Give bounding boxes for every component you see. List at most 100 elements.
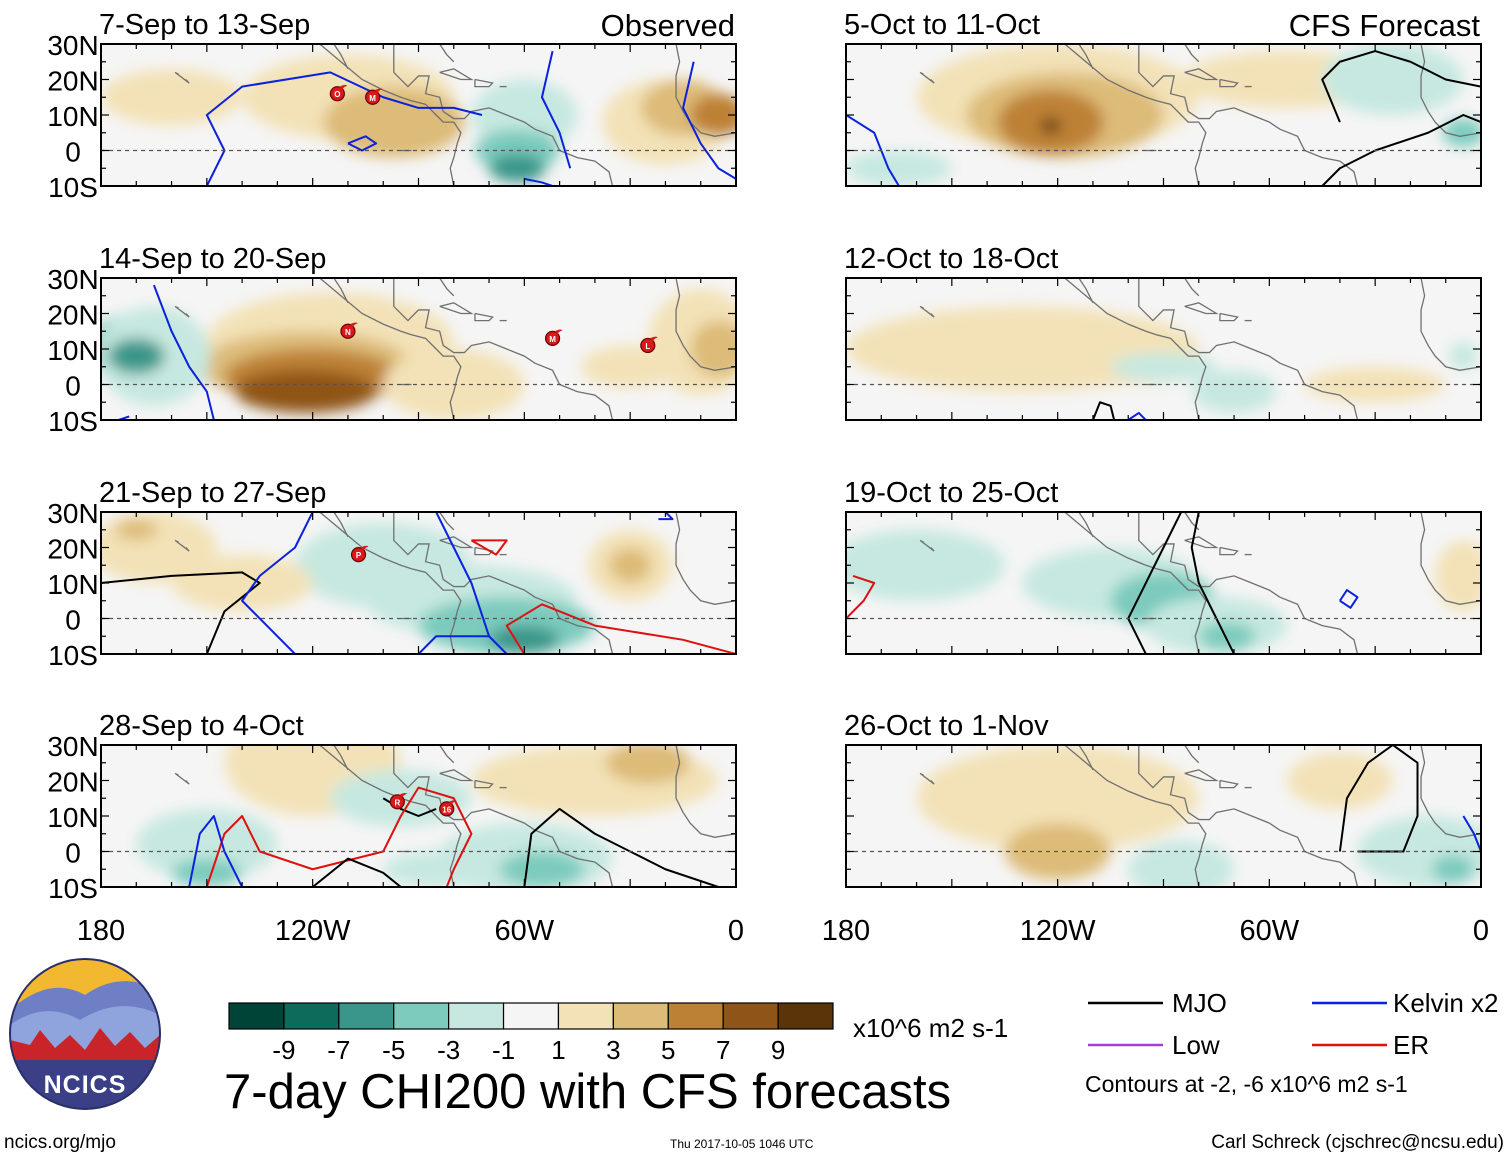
anomaly-blob	[489, 154, 546, 183]
storm-label: R	[394, 798, 400, 807]
anomaly-blob	[1128, 840, 1235, 887]
anomaly-blob	[1449, 341, 1478, 371]
anomaly-blob	[846, 150, 952, 186]
coastline	[1078, 278, 1094, 304]
coastlines	[174, 745, 736, 887]
anomaly-blob	[916, 745, 1199, 852]
storm-label: P	[356, 551, 362, 560]
coastline	[675, 512, 736, 605]
panel-period-label: 26-Oct to 1-Nov	[844, 710, 1049, 742]
contour-line	[470, 539, 508, 556]
coastline	[1184, 745, 1200, 764]
coastline	[319, 44, 462, 186]
anomaly-blob	[690, 320, 736, 378]
coastline	[319, 278, 462, 420]
anomaly-blob	[1191, 370, 1277, 413]
footer-author[interactable]: Carl Schreck (cjschrec@ncsu.edu)	[1211, 1132, 1504, 1153]
coastline	[333, 745, 349, 771]
storm-marker: R	[389, 793, 408, 810]
legend-item: ER	[1312, 1030, 1429, 1060]
coastline	[1064, 44, 1207, 186]
contour-line	[540, 50, 572, 169]
coastline	[1219, 78, 1239, 88]
coastline	[1219, 546, 1239, 556]
colorbar-label: 1	[551, 1035, 565, 1065]
colorbar-label: -5	[382, 1035, 405, 1065]
anomaly-blob	[1431, 855, 1474, 884]
contour-line	[505, 603, 736, 654]
coastlines	[919, 44, 1481, 186]
contour-line	[205, 786, 473, 887]
legend-label: Low	[1172, 1030, 1220, 1060]
anomaly-blob	[489, 625, 560, 654]
colorbar-label: -3	[437, 1035, 460, 1065]
coastline	[1420, 512, 1481, 605]
anomaly-blob	[136, 808, 278, 880]
lat-tick-label: 0	[65, 137, 81, 168]
coastline	[439, 278, 455, 297]
contour-line	[417, 635, 508, 654]
lon-tick-label: 60W	[495, 915, 555, 947]
colorbar-label: 7	[716, 1035, 730, 1065]
coastline	[1078, 512, 1094, 538]
logo-text: NCICS	[44, 1071, 127, 1099]
lat-tick-label: 0	[65, 371, 81, 402]
colorbar-label: -7	[327, 1035, 350, 1065]
contour-line	[1339, 589, 1359, 609]
footer-url[interactable]: ncics.org/mjo	[4, 1132, 116, 1153]
anomaly-blob	[171, 858, 243, 887]
footer-timestamp: Thu 2017-10-05 1046 UTC	[670, 1137, 814, 1151]
storm-label: O	[334, 90, 340, 99]
contour-line	[312, 857, 402, 887]
anomaly-blob	[1442, 118, 1481, 147]
lat-tick-label: 10N	[47, 802, 98, 833]
anomaly-blob	[1110, 352, 1217, 381]
chart-title: 7-day CHI200 with CFS forecasts	[224, 1065, 952, 1119]
contour-line	[1321, 114, 1481, 186]
coastline	[1184, 302, 1219, 315]
anomaly-blob	[690, 93, 736, 137]
contour-line	[188, 815, 244, 887]
colorbar-swatch	[777, 1002, 834, 1030]
ncics-logo[interactable]: NCICS	[9, 955, 161, 1110]
anomaly-blob	[609, 547, 652, 583]
coastline	[1138, 512, 1359, 654]
anomaly-blob	[499, 851, 585, 887]
storm-marker: N	[340, 322, 358, 339]
coastline	[439, 302, 474, 315]
coastline	[919, 71, 935, 84]
coastline	[393, 278, 614, 420]
lat-tick-label: 30N	[47, 264, 98, 295]
colorbar-label: 3	[606, 1035, 620, 1065]
colorbar-swatch	[502, 1002, 560, 1030]
lat-tick-label: 30N	[47, 30, 98, 61]
storm-marker: P	[350, 545, 369, 563]
storm-label: M	[549, 335, 556, 344]
coastline	[1184, 278, 1200, 297]
legend: MJO Kelvin x2 Low ER	[1088, 988, 1499, 1060]
lat-tick-label: 30N	[47, 498, 98, 529]
anomaly-field	[846, 44, 1481, 186]
coastlines	[174, 512, 736, 654]
contour-line	[152, 284, 215, 420]
column-label: Observed	[601, 8, 735, 43]
coastline	[1064, 512, 1207, 654]
contour-line	[1338, 745, 1419, 853]
storm-marker: O	[329, 84, 348, 102]
coastline	[439, 44, 455, 63]
anomaly-blob	[605, 745, 691, 785]
coastline	[675, 278, 736, 371]
coastline	[333, 278, 349, 304]
coastlines	[174, 278, 736, 420]
contour-line	[435, 512, 491, 637]
column-label: CFS Forecast	[1289, 8, 1481, 43]
storm-label: L	[645, 342, 650, 351]
colorbar-swatch	[667, 1002, 724, 1030]
contour-line	[523, 807, 719, 887]
lon-tick-label: 0	[728, 915, 744, 947]
coastline	[333, 512, 349, 538]
storm-label: N	[345, 328, 351, 337]
panel-8: 26-Oct to 1-Nov 180 120W 60W 0	[822, 710, 1489, 947]
storm-marker: M	[544, 329, 563, 346]
